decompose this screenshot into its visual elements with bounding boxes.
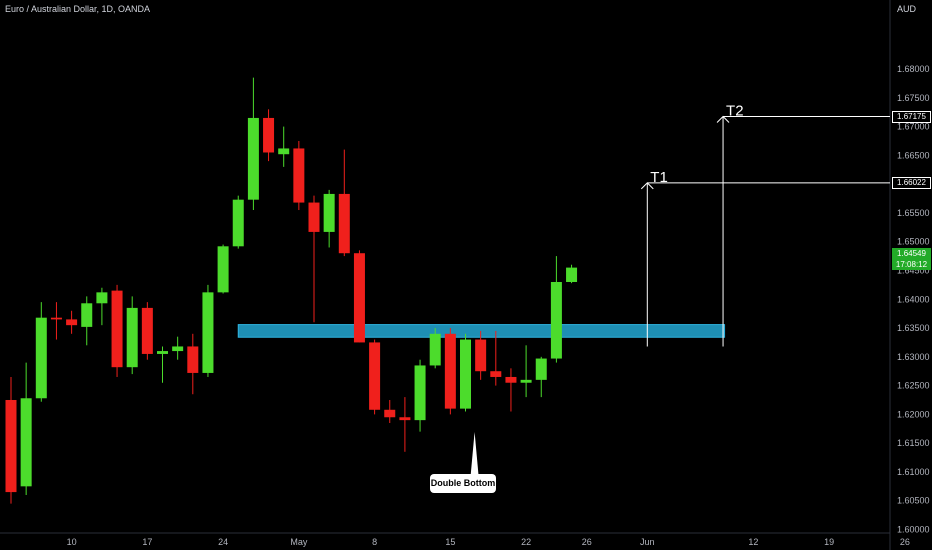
- bullish-candle: [232, 199, 244, 247]
- bearish-candle: [5, 399, 17, 493]
- bullish-candle: [278, 148, 290, 155]
- bearish-candle: [263, 117, 275, 153]
- bearish-candle: [399, 417, 411, 421]
- bearish-candle: [475, 339, 487, 372]
- bullish-candle: [460, 339, 471, 409]
- price-tick-label: 1.63000: [897, 352, 930, 362]
- price-tick-label: 1.62000: [897, 409, 930, 419]
- bullish-candle: [247, 117, 259, 200]
- current-price-value: 1.64549: [897, 249, 926, 258]
- price-tick-label: 1.66500: [897, 150, 930, 160]
- price-tick-label: 1.67000: [897, 122, 930, 132]
- t1-label: T1: [650, 169, 668, 186]
- double-bottom-callout: Double Bottom: [430, 474, 496, 493]
- time-tick-label: 26: [900, 537, 910, 547]
- current-price-label: 1.64549 17:08:12: [892, 248, 931, 270]
- bearish-candle: [490, 371, 502, 377]
- bullish-candle: [520, 379, 532, 383]
- bullish-candle: [566, 267, 578, 282]
- bullish-candle: [217, 246, 229, 293]
- time-tick-label: 26: [582, 537, 592, 547]
- bearish-candle: [308, 202, 320, 232]
- price-tick-label: 1.65000: [897, 237, 930, 247]
- time-tick-label: 17: [142, 537, 152, 547]
- bullish-candle: [202, 292, 214, 373]
- price-tick-label: 1.61500: [897, 438, 930, 448]
- bullish-candle: [323, 193, 335, 232]
- bearish-candle: [111, 290, 123, 368]
- bearish-candle: [141, 307, 153, 354]
- bearish-candle: [338, 193, 350, 254]
- bullish-candle: [429, 333, 441, 366]
- time-tick-label: 10: [67, 537, 77, 547]
- bullish-candle: [20, 398, 32, 487]
- currency-label: AUD: [897, 4, 917, 14]
- targets: T1 T2: [470, 103, 890, 476]
- bearish-candle: [505, 376, 517, 383]
- price-tick-label: 1.68000: [897, 64, 930, 74]
- price-tick-label: 1.61000: [897, 467, 930, 477]
- bullish-candle: [535, 358, 547, 380]
- time-tick-label: Jun: [640, 537, 655, 547]
- time-axis[interactable]: 10 17 24 May 8 15 22 26 Jun 12 19 26: [67, 537, 910, 547]
- chart-title: Euro / Australian Dollar, 1D, OANDA: [5, 4, 151, 14]
- price-tick-label: 1.67500: [897, 93, 930, 103]
- bearish-candle: [369, 342, 381, 410]
- bearish-candle: [50, 317, 62, 320]
- bullish-candle: [96, 292, 108, 304]
- candles: [5, 77, 578, 504]
- time-tick-label: 19: [824, 537, 834, 547]
- price-tick-label: 1.62500: [897, 381, 930, 391]
- bearish-candle: [444, 333, 456, 409]
- bearish-candle: [293, 148, 305, 203]
- time-tick-label: 22: [521, 537, 531, 547]
- bullish-candle: [172, 346, 184, 352]
- bearish-candle: [187, 346, 199, 373]
- price-tick-label: 1.64000: [897, 294, 930, 304]
- time-tick-label: 24: [218, 537, 228, 547]
- double-bottom-pointer: [470, 432, 479, 476]
- bearish-candle: [384, 409, 396, 418]
- price-tick-label: 1.64500: [897, 265, 930, 275]
- time-tick-label: May: [290, 537, 308, 547]
- bullish-candle: [550, 281, 562, 359]
- price-axis[interactable]: 1.680001.675001.670001.665001.660001.655…: [897, 64, 930, 534]
- price-tick-label: 1.65500: [897, 208, 930, 218]
- bullish-candle: [414, 365, 426, 421]
- bullish-candle: [81, 303, 93, 327]
- t2-price-label: 1.67175: [892, 110, 931, 123]
- price-tick-label: 1.60000: [897, 525, 930, 535]
- time-tick-label: 12: [748, 537, 758, 547]
- time-tick-label: 8: [372, 537, 377, 547]
- support-zone-layer: [237, 324, 726, 338]
- t2-label: T2: [726, 103, 744, 120]
- price-tick-label: 1.63500: [897, 323, 930, 333]
- bar-countdown: 17:08:12: [895, 260, 928, 269]
- bullish-candle: [126, 307, 138, 368]
- bullish-candle: [35, 317, 47, 399]
- t1-price-label: 1.66022: [892, 176, 931, 189]
- price-tick-label: 1.60500: [897, 496, 930, 506]
- bullish-candle: [157, 351, 168, 354]
- time-tick-label: 15: [445, 537, 455, 547]
- support-zone: [237, 324, 726, 338]
- bearish-candle: [353, 253, 365, 343]
- bearish-candle: [66, 319, 78, 326]
